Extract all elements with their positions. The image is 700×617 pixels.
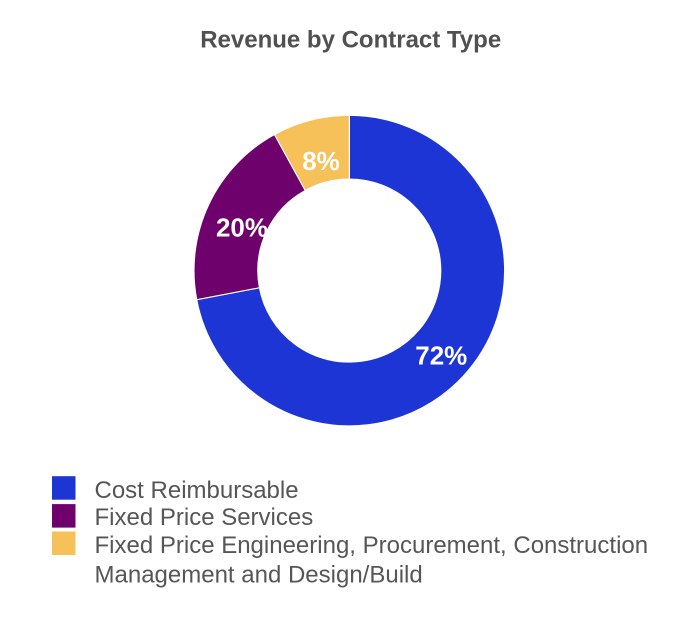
svg-text:Management and Design/Build: Management and Design/Build: [95, 562, 423, 589]
svg-text:Revenue by Contract Type: Revenue by Contract Type: [200, 27, 501, 54]
svg-text:Fixed Price Services: Fixed Price Services: [95, 504, 314, 531]
svg-text:Fixed Price Engineering, Procu: Fixed Price Engineering, Procurement, Co…: [95, 532, 649, 559]
svg-text:Cost Reimbursable: Cost Reimbursable: [95, 477, 299, 504]
svg-text:8%: 8%: [302, 146, 340, 176]
svg-text:72%: 72%: [415, 341, 467, 371]
svg-text:20%: 20%: [216, 213, 268, 243]
